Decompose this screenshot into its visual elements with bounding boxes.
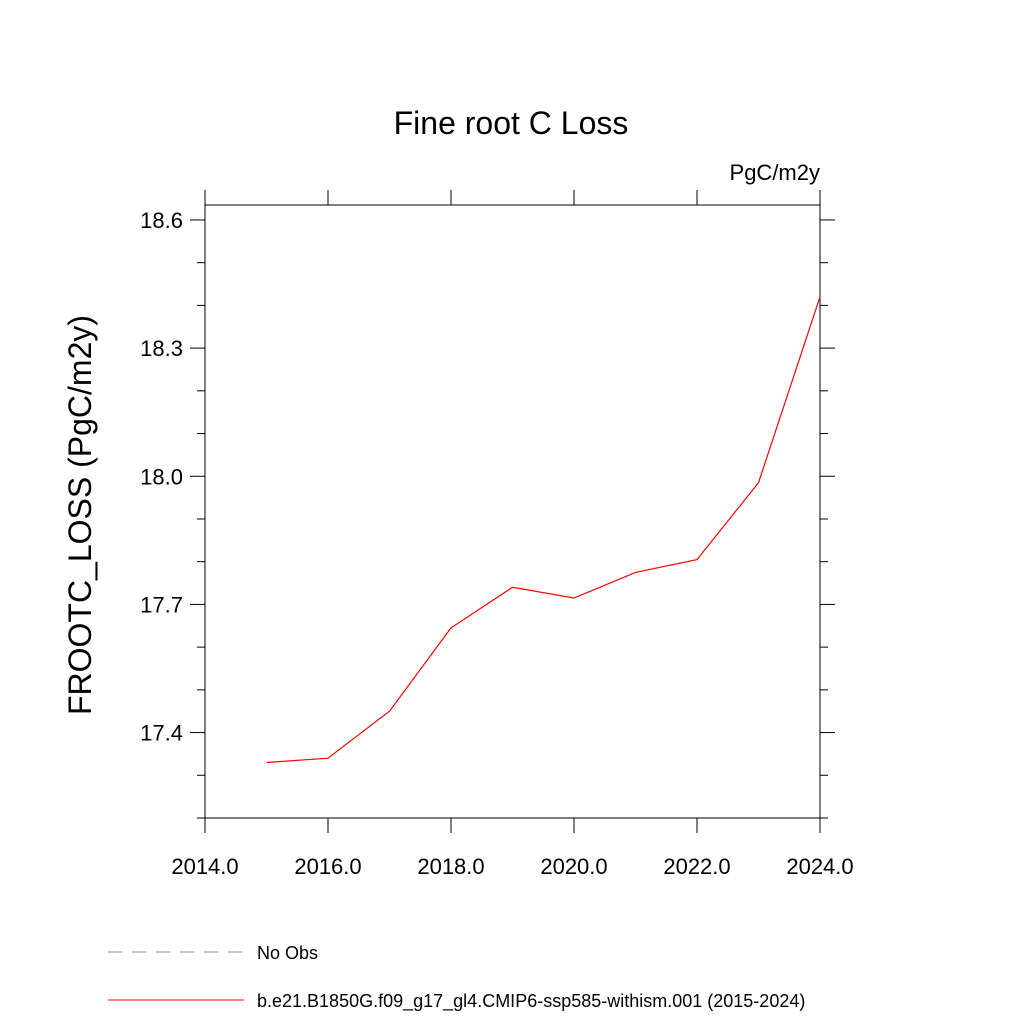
series-line — [266, 296, 821, 764]
x-tick-label: 2016.0 — [294, 854, 361, 879]
x-tick-label: 2020.0 — [540, 854, 607, 879]
y-tick-label: 17.7 — [140, 592, 183, 617]
legend: No Obs b.e21.B1850G.f09_g17_gl4.CMIP6-ssp… — [108, 943, 805, 1012]
y-tick-label: 18.6 — [140, 208, 183, 233]
series-layer — [266, 296, 821, 764]
units-label: PgC/m2y — [730, 160, 820, 185]
x-tick-label: 2014.0 — [171, 854, 238, 879]
y-tick-label: 18.0 — [140, 464, 183, 489]
y-axis-title: FROOTC_LOSS (PgC/m2y) — [62, 315, 98, 715]
x-tick-label: 2018.0 — [417, 854, 484, 879]
legend-label: No Obs — [257, 943, 318, 963]
legend-label: b.e21.B1850G.f09_g17_gl4.CMIP6-ssp585-wi… — [257, 991, 805, 1012]
y-tick-label: 18.3 — [140, 336, 183, 361]
y-axis: 17.4 17.7 18.0 18.3 18.6 — [140, 208, 835, 819]
chart-title: Fine root C Loss — [394, 105, 629, 141]
x-tick-label: 2022.0 — [663, 854, 730, 879]
y-tick-label: 17.4 — [140, 721, 183, 746]
plot-border — [204, 204, 821, 819]
x-tick-label: 2024.0 — [786, 854, 853, 879]
plot-frame — [204, 204, 821, 819]
x-axis: 2014.0 2016.0 2018.0 2020.0 2022.0 2024.0 — [171, 190, 854, 879]
